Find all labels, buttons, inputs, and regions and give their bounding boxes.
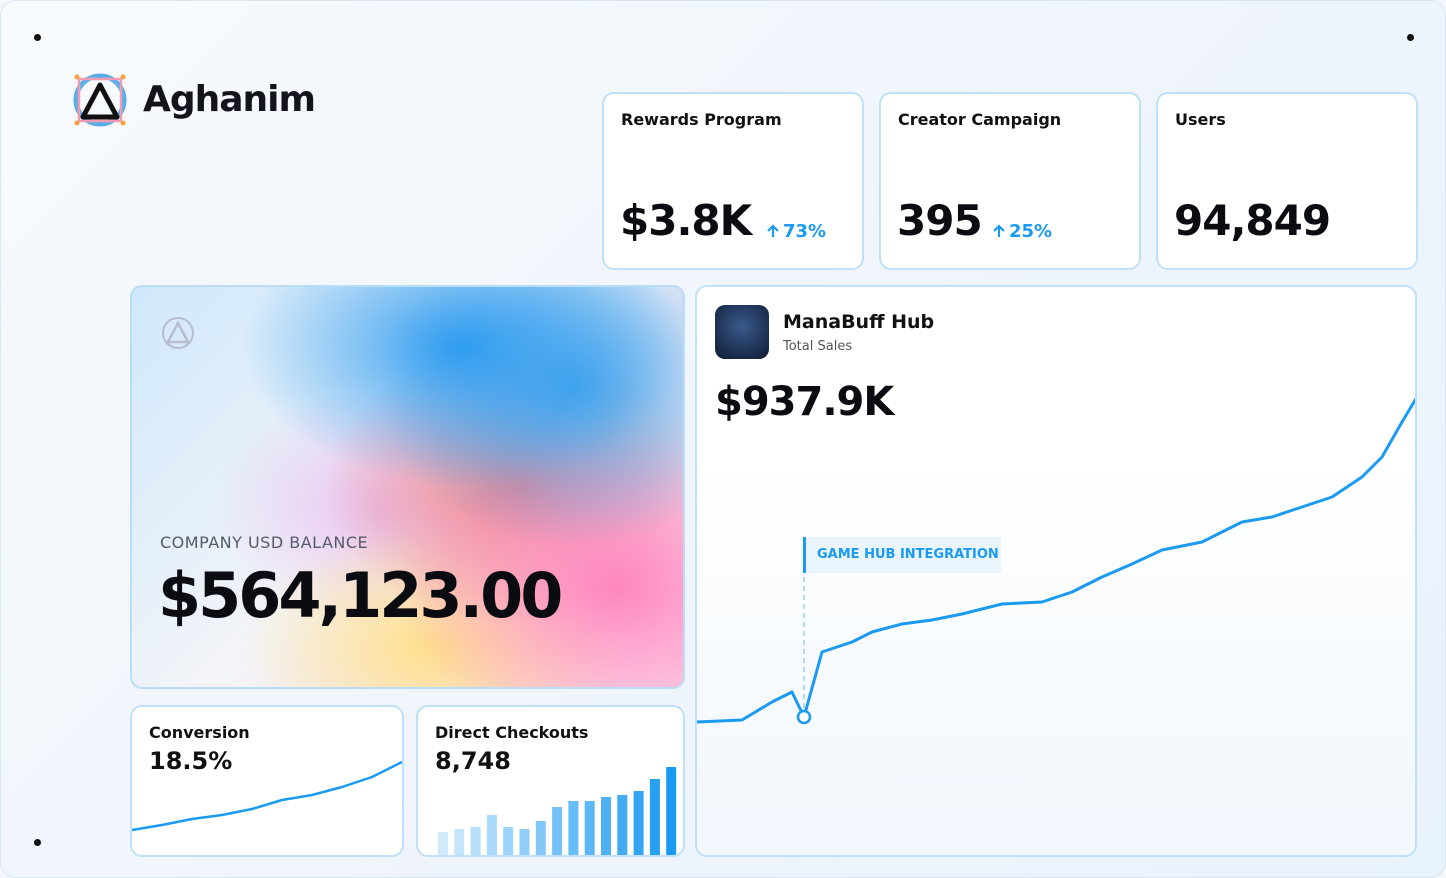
conversion-card: Conversion 18.5%: [130, 705, 404, 857]
balance-logo: [162, 317, 194, 349]
corner-dot: [34, 34, 41, 41]
stat-card: Creator Campaign 395 25%: [879, 92, 1141, 270]
bar: [601, 797, 611, 855]
corner-dot: [34, 839, 41, 846]
hub-name: ManaBuff Hub: [783, 311, 935, 333]
stat-card: Users 94,849: [1156, 92, 1418, 270]
up-arrow: [993, 224, 1005, 237]
bar: [519, 829, 530, 855]
bar: [568, 801, 579, 855]
bar: [438, 832, 448, 855]
sales-chart: [697, 397, 1415, 725]
stat-change: 25%: [993, 221, 1052, 242]
brand-name: Aghanim: [143, 79, 316, 120]
sales-line: [697, 397, 1415, 724]
bar: [633, 791, 644, 855]
bar: [454, 829, 465, 855]
bar: [552, 807, 563, 855]
stat-label: Creator Campaign: [898, 110, 1062, 129]
bar: [503, 827, 514, 855]
up-arrow: [767, 224, 779, 237]
hub-value: $937.9K: [715, 379, 894, 425]
bar: [617, 795, 628, 855]
balance-label: COMPANY USD BALANCE: [160, 533, 369, 552]
balance-card: COMPANY USD BALANCE $564,123.00: [130, 285, 685, 689]
stat-change-value: 25%: [1009, 221, 1053, 242]
conversion-chart: [132, 760, 402, 832]
stat-value: $3.8K: [620, 196, 752, 245]
checkouts-card: Direct Checkouts 8,748: [416, 705, 685, 857]
bar: [584, 801, 595, 855]
hub-card: ManaBuff Hub Total Sales $937.9K GAME HU…: [695, 285, 1417, 857]
app-icon: [715, 305, 769, 359]
stat-value: 395: [897, 196, 983, 245]
checkouts-value: 8,748: [435, 747, 511, 775]
logo-icon: [73, 73, 127, 127]
bar: [486, 815, 497, 855]
sales-line: [132, 760, 402, 832]
balance-value: $564,123.00: [158, 559, 563, 632]
annotation-point: [796, 709, 812, 725]
stat-label: Rewards Program: [621, 110, 782, 129]
annotation: GAME HUB INTEGRATION: [803, 537, 1001, 573]
bar: [666, 767, 677, 855]
stat-change: 73%: [767, 221, 826, 242]
corner-dot: [1407, 34, 1414, 41]
stat-value: 94,849: [1174, 196, 1331, 245]
bar: [535, 821, 546, 855]
conversion-value: 18.5%: [149, 747, 233, 775]
stat-card: Rewards Program $3.8K 73%: [602, 92, 864, 270]
stat-change-value: 73%: [783, 221, 827, 242]
conversion-label: Conversion: [149, 723, 250, 742]
hub-subtitle: Total Sales: [783, 339, 853, 354]
checkouts-label: Direct Checkouts: [435, 723, 589, 742]
bar: [649, 779, 660, 855]
checkouts-chart: [438, 767, 677, 855]
bar: [470, 827, 481, 855]
stat-label: Users: [1175, 110, 1226, 129]
